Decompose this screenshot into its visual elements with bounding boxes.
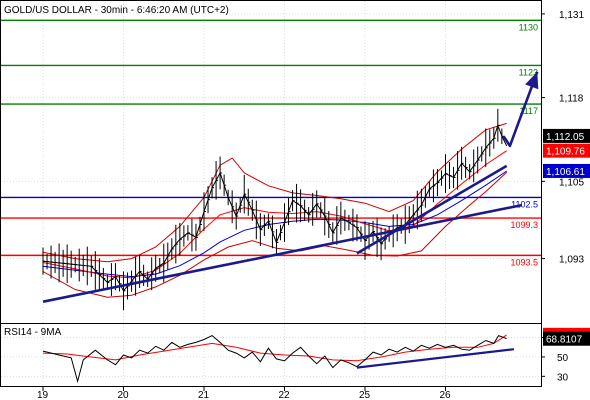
x-tick-label: 26 (440, 390, 452, 400)
rsi-moving-average (42, 334, 507, 362)
rsi-series (42, 334, 507, 384)
chart-title: GOLD/US DOLLAR - 30min - 6:46:20 AM (UTC… (4, 5, 229, 16)
price-y-axis: 1,131 1,118 1,105 1,093 (541, 10, 584, 266)
price-tick-label: 1,131 (559, 10, 584, 21)
level-label-1130: 1130 (519, 22, 538, 32)
trend-line-projection (502, 71, 539, 148)
rsi-line (42, 334, 507, 384)
rsi-tag-rsi (543, 331, 590, 346)
price-tick-label: 1,105 (559, 177, 584, 188)
x-tick-label: 19 (37, 390, 49, 400)
level-label-1099.3: 1099.3 (510, 220, 538, 230)
level-label-1102.5: 1102.5 (511, 199, 538, 209)
price-tag-blue-average (543, 163, 590, 178)
rsi-panel: 705030 72.817368.8107 RSI14 - 9MA (0, 323, 590, 387)
price-tick-label: 1,118 (559, 94, 584, 105)
x-tick-label: 22 (279, 390, 291, 400)
price-panel: 1130 1123 1117 1102.5 1099.3 1093.5 1,131 1,11… (0, 0, 590, 324)
rsi-tick-label: 30 (557, 372, 569, 383)
price-plot-frame (0, 0, 542, 324)
price-tags: 1,112.05 1,109.76 1,106.61 (543, 128, 590, 178)
x-tick-label: 25 (359, 390, 371, 400)
x-tick-label: 20 (118, 390, 130, 400)
price-tag-label-red-average: 1,109.76 (546, 147, 585, 158)
rsi-tick-label: 50 (557, 353, 569, 364)
level-label-1117: 1117 (519, 106, 538, 116)
price-tag-label-last: 1,112.05 (546, 132, 585, 143)
trend-line-long-support (42, 203, 523, 303)
x-tick-label: 21 (198, 390, 210, 400)
level-label-1123: 1123 (519, 67, 538, 77)
level-label-1093.5: 1093.5 (510, 257, 538, 267)
price-series (42, 108, 508, 311)
price-trend-lines (42, 71, 539, 303)
price-tick-label: 1,093 (559, 255, 584, 266)
rsi-trend-lines (356, 348, 515, 369)
projection-arrowhead (525, 71, 539, 90)
rsi-trend-line-rsi-support (356, 348, 515, 369)
rsi-title: RSI14 - 9MA (4, 327, 62, 338)
trend-line-short-support (356, 164, 508, 255)
rsi-tags: 72.817368.8107 (543, 327, 590, 346)
x-axis: 19 20 21 22 25 26 (37, 387, 451, 400)
price-tag-red-average (543, 143, 590, 158)
price-tag-label-blue-average: 1,106.61 (546, 167, 585, 178)
price-line (42, 123, 508, 292)
rsi-tag-label-rsi: 68.8107 (546, 335, 583, 346)
price-tag-last (543, 128, 590, 143)
